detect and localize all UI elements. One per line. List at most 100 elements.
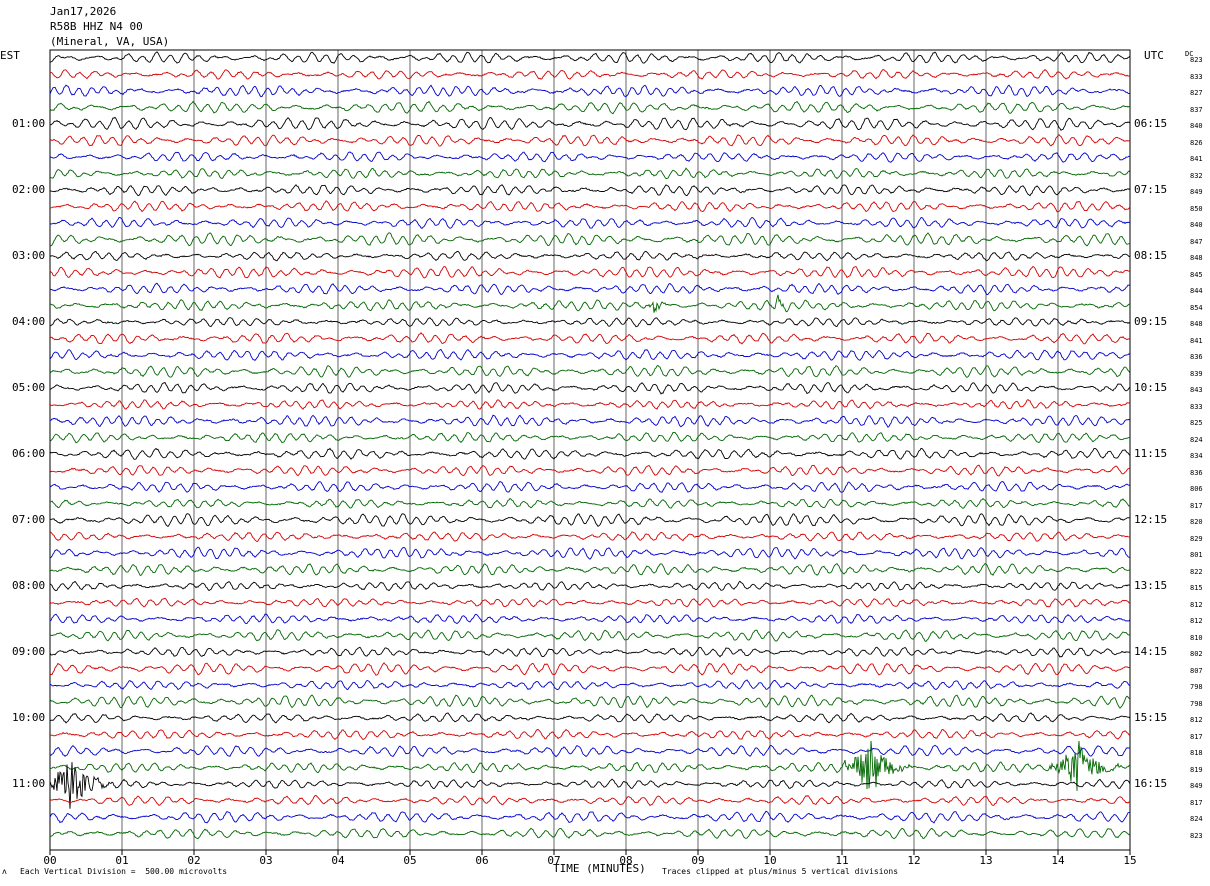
dc-offset-value: 843: [1190, 386, 1203, 394]
dc-offset-value: 824: [1190, 815, 1203, 823]
utc-hour-label: 13:15: [1134, 579, 1168, 592]
est-hour-label: 05:00: [12, 381, 46, 394]
utc-hour-label: 09:15: [1134, 315, 1168, 328]
trace-line-17: [49, 332, 1131, 345]
trace-line-22: [50, 414, 1131, 428]
trace-line-31: [49, 563, 1131, 576]
trace-line-26: [49, 480, 1131, 493]
trace-line-10: [49, 216, 1131, 229]
dc-offset-value: 817: [1190, 501, 1203, 510]
x-tick-label: 03: [259, 854, 272, 867]
trace-line-14: [49, 282, 1131, 296]
x-tick-label: 13: [979, 854, 992, 867]
left-timezone-label: EST: [0, 49, 20, 62]
dc-offset-value: 848: [1190, 254, 1203, 262]
dc-offset-value: 810: [1190, 633, 1203, 642]
dc-offset-value: 820: [1190, 518, 1203, 526]
dc-offset-value: 850: [1190, 204, 1203, 213]
trace-line-12: [50, 250, 1131, 262]
clip-note: Traces clipped at plus/minus 5 vertical …: [662, 867, 899, 876]
station-code: R58B HHZ N4 00: [50, 20, 143, 33]
trace-line-38: [49, 679, 1131, 691]
est-hour-label: 11:00: [12, 777, 46, 790]
trace-line-8: [49, 184, 1131, 197]
dc-offset-value: 818: [1190, 749, 1203, 757]
trace-line-7: [49, 167, 1131, 180]
trace-line-28: [49, 513, 1131, 528]
dc-offset-value: 845: [1190, 270, 1203, 279]
dc-offset-value: 832: [1190, 171, 1203, 180]
dc-offset-value: 829: [1190, 534, 1203, 543]
est-hour-label: 08:00: [12, 579, 46, 592]
trace-line-18: [49, 348, 1131, 362]
trace-line-24: [49, 447, 1131, 460]
trace-line-43: [49, 740, 1131, 791]
utc-hour-label: 16:15: [1134, 777, 1168, 790]
x-tick-label: 14: [1051, 854, 1065, 867]
trace-line-36: [49, 646, 1131, 658]
dc-offset-value: 836: [1190, 468, 1203, 477]
dc-offset-value: 817: [1190, 798, 1203, 807]
dc-offset-value: 827: [1190, 89, 1203, 97]
dc-offset-value: 801: [1190, 551, 1203, 559]
trace-line-6: [49, 151, 1131, 163]
x-tick-label: 01: [115, 854, 128, 867]
utc-hour-label: 07:15: [1134, 183, 1168, 196]
trace-line-15: [49, 294, 1131, 313]
x-tick-label: 05: [403, 854, 416, 867]
plot-date: Jan17,2026: [50, 5, 117, 18]
trace-line-13: [49, 265, 1131, 279]
trace-line-30: [49, 546, 1131, 560]
trace-line-25: [49, 464, 1131, 477]
trace-line-45: [49, 794, 1131, 807]
dc-offset-value: 824: [1190, 435, 1203, 444]
dc-header: DC: [1185, 50, 1194, 58]
dc-offset-value: 802: [1190, 650, 1203, 658]
trace-line-35: [49, 629, 1131, 642]
dc-offset-value: 849: [1190, 188, 1203, 196]
dc-offset-value: 833: [1190, 72, 1203, 81]
dc-offset-value: 840: [1190, 122, 1203, 130]
dc-offset-value: 826: [1190, 138, 1203, 147]
trace-line-27: [50, 497, 1131, 509]
trace-line-23: [49, 432, 1131, 444]
x-axis-title: TIME (MINUTES): [553, 862, 646, 875]
utc-hour-label: 10:15: [1134, 381, 1168, 394]
trace-line-40: [49, 712, 1131, 724]
dc-offset-value: 839: [1190, 369, 1203, 378]
trace-line-5: [49, 134, 1131, 147]
x-tick-label: 00: [43, 854, 56, 867]
utc-hour-label: 08:15: [1134, 249, 1168, 262]
trace-line-34: [50, 613, 1131, 625]
est-hour-label: 06:00: [12, 447, 46, 460]
x-tick-label: 07: [547, 854, 560, 867]
trace-line-11: [49, 232, 1131, 247]
dc-offset-value: 854: [1190, 303, 1203, 312]
x-tick-label: 11: [835, 854, 848, 867]
trace-line-32: [49, 580, 1131, 592]
dc-offset-value: 823: [1190, 56, 1203, 64]
dc-offset-value: 806: [1190, 485, 1203, 493]
station-location: (Mineral, VA, USA): [50, 35, 170, 48]
corner-mark: ʌ: [2, 867, 7, 876]
dc-offset-value: 837: [1190, 105, 1203, 114]
trace-line-20: [49, 381, 1131, 395]
dc-offset-value: 815: [1190, 584, 1203, 592]
trace-line-46: [49, 810, 1130, 824]
dc-offset-value: 812: [1190, 716, 1203, 724]
trace-line-16: [49, 317, 1131, 328]
trace-line-37: [49, 662, 1131, 676]
dc-offset-value: 807: [1190, 666, 1203, 675]
dc-offset-value: 812: [1190, 600, 1203, 609]
est-hour-label: 09:00: [12, 645, 46, 658]
utc-hour-label: 12:15: [1134, 513, 1168, 526]
trace-line-3: [49, 100, 1130, 115]
utc-hour-label: 06:15: [1134, 117, 1168, 130]
dc-offset-value: 819: [1190, 765, 1203, 774]
dc-offset-value: 844: [1190, 287, 1203, 295]
trace-line-4: [49, 116, 1131, 131]
est-hour-label: 04:00: [12, 315, 46, 328]
utc-hour-label: 14:15: [1134, 645, 1168, 658]
dc-offset-value: 812: [1190, 617, 1203, 625]
